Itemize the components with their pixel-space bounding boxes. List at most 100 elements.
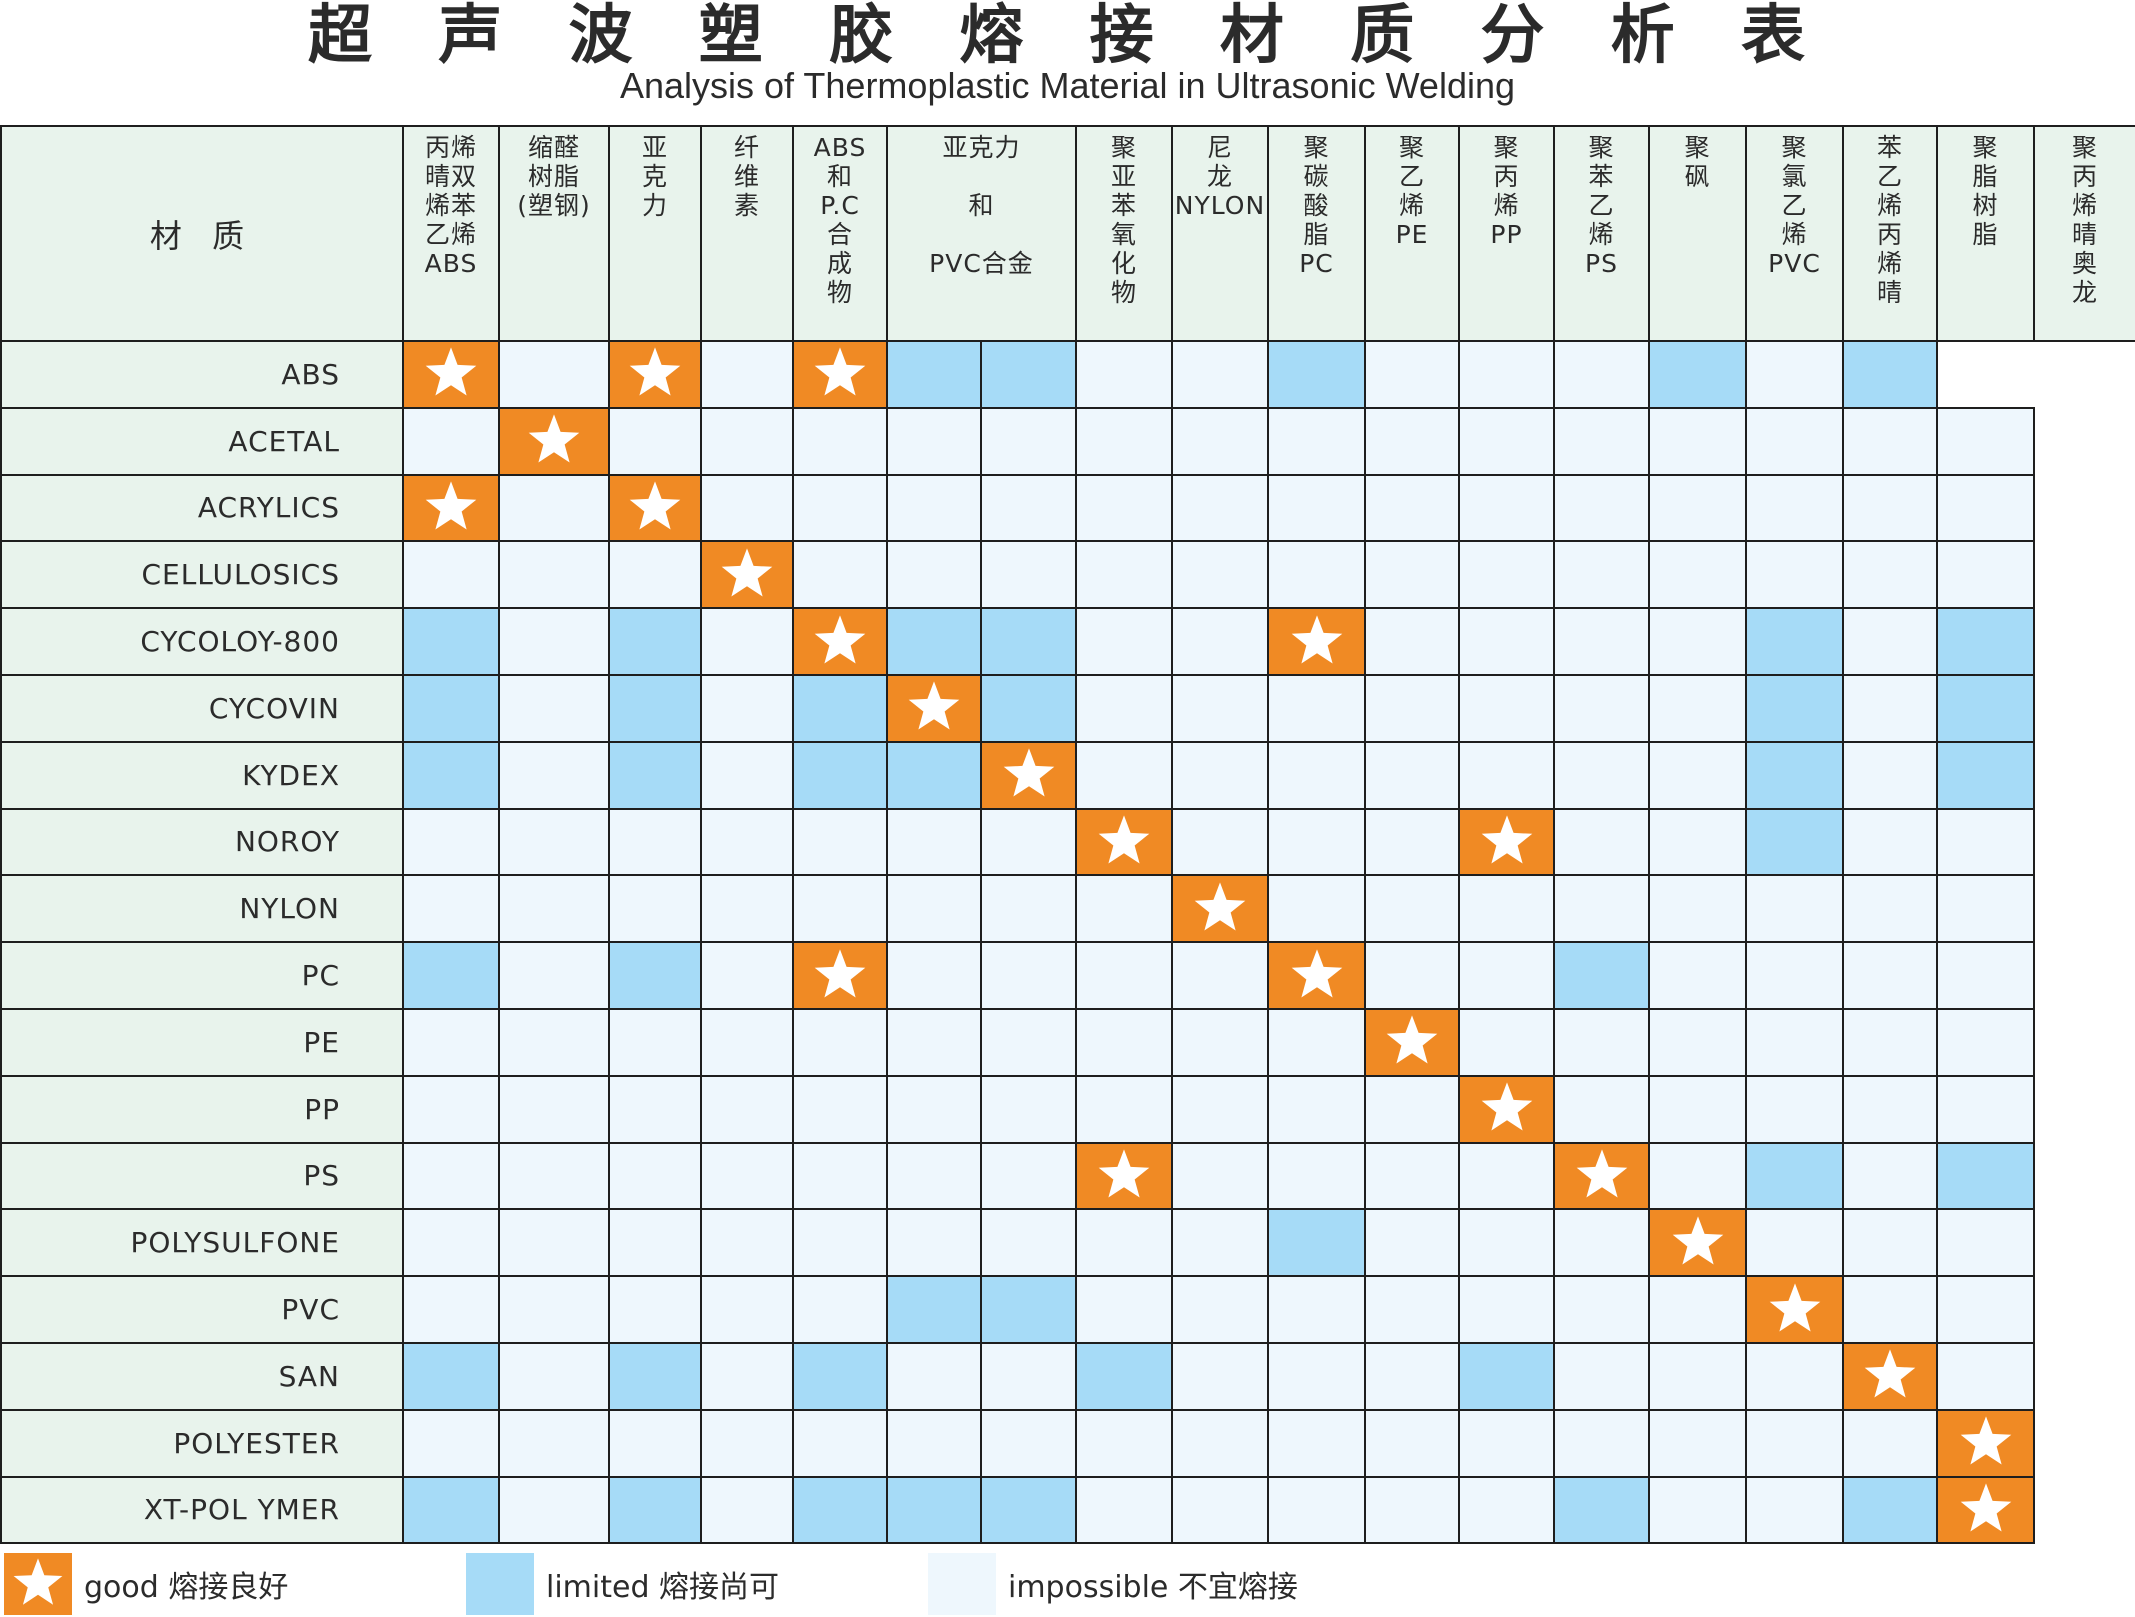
- table-cell-limited: [886, 607, 982, 676]
- table-cell-impossible: [402, 1074, 500, 1144]
- column-header-label: 聚 砜: [1684, 133, 1711, 191]
- table-cell-impossible: [700, 340, 794, 409]
- table-cell-impossible: [1458, 1275, 1555, 1344]
- table-cell-limited: [402, 1475, 500, 1545]
- table-cell-good: [608, 473, 702, 543]
- table-cell-impossible: [700, 1475, 794, 1545]
- table-cell-impossible: [498, 340, 610, 409]
- star-icon: [425, 347, 477, 396]
- column-header-label: 尼 龙 NYLON: [1174, 133, 1266, 220]
- table-cell-impossible: [498, 740, 610, 810]
- legend-swatch-good: [4, 1553, 72, 1615]
- table-cell-impossible: [1458, 340, 1555, 409]
- table-cell-impossible: [1075, 1008, 1173, 1077]
- column-header: 聚 丙 烯 晴 奥 龙: [2033, 125, 2135, 342]
- column-header-label: 聚 氯 乙 烯 PVC: [1768, 133, 1821, 278]
- table-cell-good: [1745, 1275, 1844, 1344]
- table-cell-good: [1553, 1141, 1650, 1211]
- table-cell-limited: [608, 1475, 702, 1545]
- table-cell-impossible: [1553, 540, 1650, 610]
- table-cell-limited: [792, 740, 888, 810]
- table-cell-impossible: [1648, 1141, 1747, 1211]
- table-cell-good: [1648, 1208, 1747, 1278]
- table-cell-impossible: [1936, 941, 2035, 1010]
- table-cell-impossible: [1745, 1408, 1844, 1478]
- table-cell-impossible: [498, 807, 610, 877]
- table-cell-impossible: [980, 406, 1077, 476]
- table-cell-impossible: [498, 1074, 610, 1144]
- table-cell-impossible: [1364, 1342, 1460, 1411]
- column-header: 聚 碳 酸 脂 PC: [1267, 125, 1366, 342]
- table-cell-good: [608, 340, 702, 409]
- star-icon: [1194, 882, 1246, 931]
- row-label-text: XT-POL YMER: [143, 1493, 340, 1527]
- table-cell-impossible: [1842, 473, 1938, 543]
- legend-swatch-limited: [466, 1553, 534, 1615]
- star-icon: [1576, 1149, 1627, 1198]
- table-cell-impossible: [792, 406, 888, 476]
- table-cell-limited: [608, 941, 702, 1010]
- table-cell-impossible: [402, 1208, 500, 1278]
- table-cell-impossible: [1648, 473, 1747, 543]
- table-cell-impossible: [1267, 674, 1366, 743]
- table-cell-impossible: [1553, 807, 1650, 877]
- table-cell-impossible: [1075, 340, 1173, 409]
- table-cell-impossible: [886, 807, 982, 877]
- table-cell-impossible: [498, 1141, 610, 1211]
- table-cell-impossible: [792, 874, 888, 944]
- star-icon: [1386, 1015, 1438, 1064]
- table-cell-impossible: [1553, 607, 1650, 676]
- table-cell-impossible: [1936, 540, 2035, 610]
- table-cell-impossible: [608, 1275, 702, 1344]
- table-cell-limited: [886, 1275, 982, 1344]
- table-cell-impossible: [1936, 1208, 2035, 1278]
- table-cell-limited: [1745, 1141, 1844, 1211]
- row-label-text: CELLULOSICS: [141, 558, 340, 592]
- table-cell-impossible: [1936, 1342, 2035, 1411]
- row-label: CYCOLOY-800: [0, 607, 404, 676]
- row-label: ACRYLICS: [0, 473, 404, 543]
- row-label-text: PE: [303, 1025, 340, 1059]
- table-cell-impossible: [1648, 1408, 1747, 1478]
- table-cell-impossible: [1075, 540, 1173, 610]
- table-cell-limited: [1936, 1141, 2035, 1211]
- table-cell-impossible: [608, 540, 702, 610]
- table-cell-impossible: [1458, 874, 1555, 944]
- table-cell-limited: [1075, 1342, 1173, 1411]
- table-cell-limited: [1553, 941, 1650, 1010]
- table-cell-impossible: [1075, 1475, 1173, 1545]
- row-label-text: POLYSULFONE: [130, 1226, 340, 1260]
- column-header: 聚 脂 树 脂: [1936, 125, 2035, 342]
- table-cell-impossible: [608, 874, 702, 944]
- table-cell-impossible: [1936, 1008, 2035, 1077]
- table-cell-impossible: [980, 473, 1077, 543]
- table-cell-impossible: [1936, 473, 2035, 543]
- table-cell-impossible: [1745, 1008, 1844, 1077]
- table-cell-impossible: [980, 1408, 1077, 1478]
- table-cell-impossible: [700, 1342, 794, 1411]
- row-label-text: CYCOLOY-800: [140, 625, 340, 659]
- star-icon: [1481, 1082, 1532, 1131]
- table-cell-impossible: [1171, 1074, 1269, 1144]
- table-cell-impossible: [498, 1475, 610, 1545]
- table-cell-impossible: [1553, 1008, 1650, 1077]
- table-cell-good: [792, 607, 888, 676]
- star-icon: [1672, 1216, 1723, 1265]
- table-cell-impossible: [1936, 874, 2035, 944]
- table-cell-impossible: [1364, 941, 1460, 1010]
- table-cell-impossible: [1364, 473, 1460, 543]
- table-cell-limited: [608, 740, 702, 810]
- table-cell-impossible: [886, 874, 982, 944]
- table-cell-good: [1267, 941, 1366, 1010]
- table-cell-limited: [1745, 740, 1844, 810]
- column-header-label: 聚 苯 乙 烯 PS: [1585, 133, 1618, 278]
- table-cell-impossible: [1267, 1008, 1366, 1077]
- table-cell-limited: [1936, 674, 2035, 743]
- table-cell-impossible: [402, 406, 500, 476]
- table-cell-good: [402, 340, 500, 409]
- table-cell-impossible: [1075, 607, 1173, 676]
- table-cell-impossible: [498, 1275, 610, 1344]
- table-cell-impossible: [886, 1408, 982, 1478]
- table-cell-limited: [402, 941, 500, 1010]
- table-cell-limited: [402, 674, 500, 743]
